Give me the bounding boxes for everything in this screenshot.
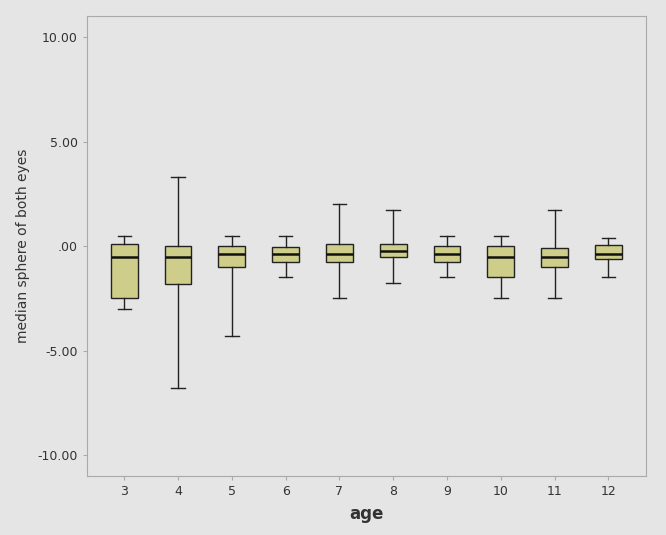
PathPatch shape: [380, 244, 407, 257]
PathPatch shape: [218, 246, 245, 267]
Y-axis label: median sphere of both eyes: median sphere of both eyes: [16, 149, 30, 343]
PathPatch shape: [541, 248, 568, 267]
PathPatch shape: [111, 244, 138, 299]
PathPatch shape: [326, 244, 353, 262]
PathPatch shape: [595, 245, 622, 259]
PathPatch shape: [272, 247, 299, 262]
PathPatch shape: [434, 246, 460, 262]
PathPatch shape: [165, 246, 192, 284]
X-axis label: age: age: [349, 505, 384, 523]
PathPatch shape: [488, 246, 514, 278]
